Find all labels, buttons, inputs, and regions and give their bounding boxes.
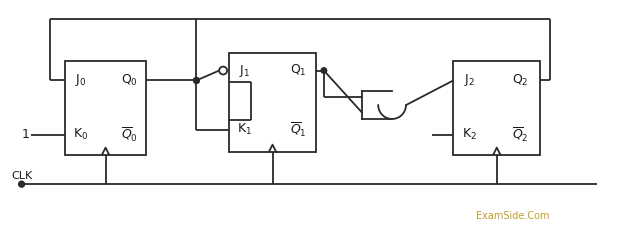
Text: ExamSide.Com: ExamSide.Com [476,211,549,221]
Text: J$_1$: J$_1$ [239,63,251,79]
Bar [453,61,541,155]
Text: K$_1$: K$_1$ [237,122,253,137]
Text: K$_0$: K$_0$ [73,127,89,142]
Text: $\overline{Q}_1$: $\overline{Q}_1$ [290,121,306,139]
Circle shape [194,78,199,83]
Text: $\overline{Q}_2$: $\overline{Q}_2$ [512,126,529,144]
Circle shape [194,78,199,83]
Text: Q$_2$: Q$_2$ [512,73,529,88]
Text: J$_0$: J$_0$ [75,73,87,88]
Text: $\overline{Q}_0$: $\overline{Q}_0$ [121,126,138,144]
Bar [65,61,146,155]
Text: CLK: CLK [11,171,33,181]
Circle shape [194,78,199,83]
Text: K$_2$: K$_2$ [461,127,477,142]
Bar [229,53,316,152]
Circle shape [18,181,25,187]
Text: J$_2$: J$_2$ [463,73,475,88]
Text: 1: 1 [22,128,30,141]
Circle shape [321,68,327,73]
Text: Q$_1$: Q$_1$ [290,63,306,78]
Text: Q$_0$: Q$_0$ [121,73,138,88]
